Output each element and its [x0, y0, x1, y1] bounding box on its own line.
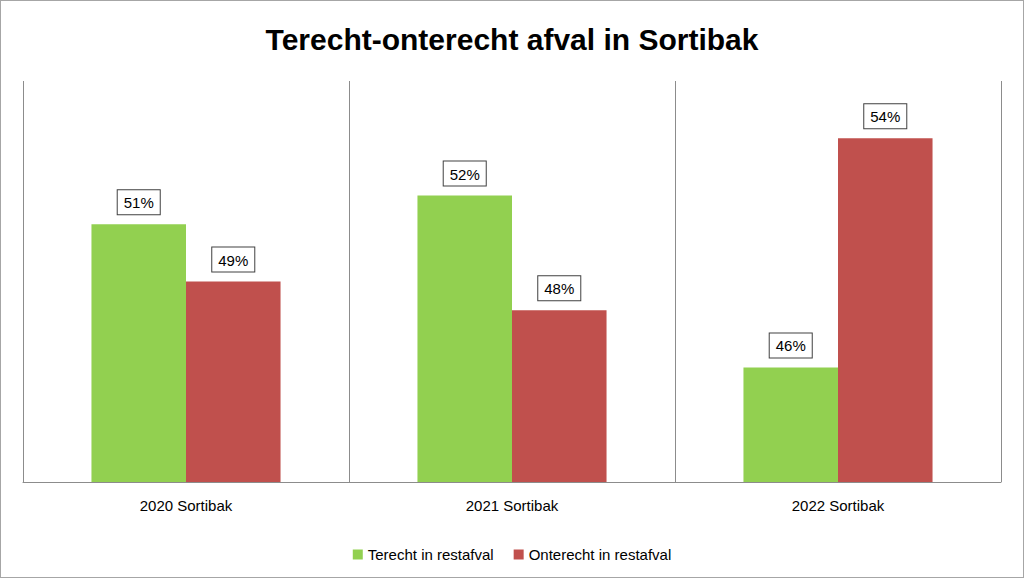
svg-text:54%: 54%: [870, 108, 900, 125]
svg-text:2020 Sortibak: 2020 Sortibak: [140, 497, 233, 514]
svg-text:52%: 52%: [450, 166, 480, 183]
svg-text:49%: 49%: [218, 252, 248, 269]
svg-text:48%: 48%: [544, 280, 574, 297]
svg-text:Terecht in restafval: Terecht in restafval: [368, 546, 494, 563]
svg-text:Terecht-onterecht afval in Sor: Terecht-onterecht afval in Sortibak: [266, 23, 759, 56]
svg-text:46%: 46%: [776, 337, 806, 354]
svg-text:51%: 51%: [124, 194, 154, 211]
svg-text:2021 Sortibak: 2021 Sortibak: [466, 497, 559, 514]
svg-text:2022 Sortibak: 2022 Sortibak: [792, 497, 885, 514]
svg-text:Onterecht in restafval: Onterecht in restafval: [529, 546, 672, 563]
